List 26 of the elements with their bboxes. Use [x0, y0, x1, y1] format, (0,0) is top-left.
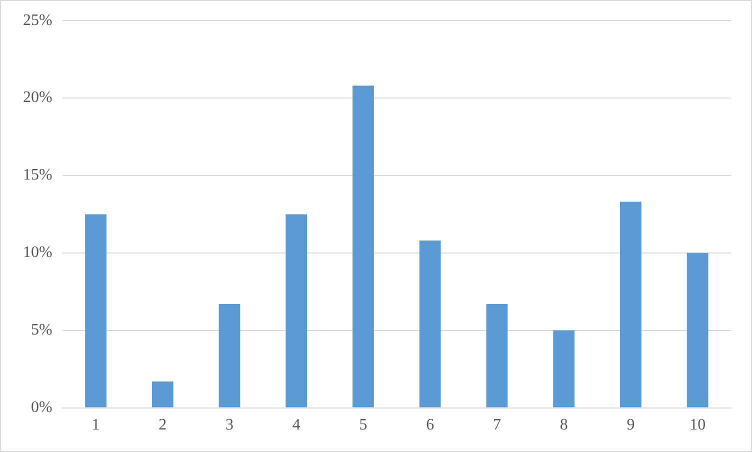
bar	[419, 240, 441, 408]
y-tick-label: 15%	[23, 166, 52, 184]
x-tick-label: 1	[92, 416, 100, 434]
bar	[352, 86, 374, 408]
x-tick-label: 2	[158, 416, 167, 434]
y-tick-label: 25%	[23, 12, 52, 29]
bar	[686, 252, 708, 408]
y-tick-label: 5%	[31, 322, 52, 339]
y-tick-label: 10%	[23, 244, 52, 262]
x-tick-label: 10	[690, 416, 706, 434]
bar	[486, 304, 508, 408]
x-tick-label: 4	[292, 416, 300, 434]
bar	[85, 214, 106, 408]
y-tick-label: 0%	[31, 399, 52, 416]
x-tick-label: 7	[492, 416, 501, 434]
bar	[218, 304, 240, 408]
x-tick-label: 3	[225, 416, 234, 434]
bar	[620, 202, 642, 408]
x-tick-label: 5	[359, 416, 368, 434]
x-tick-label: 9	[626, 416, 635, 434]
bar	[286, 214, 308, 408]
x-tick-label: 8	[560, 416, 568, 434]
bar	[152, 381, 174, 408]
x-tick-label: 6	[426, 416, 434, 434]
y-tick-label: 20%	[23, 89, 52, 106]
bar	[553, 330, 575, 408]
